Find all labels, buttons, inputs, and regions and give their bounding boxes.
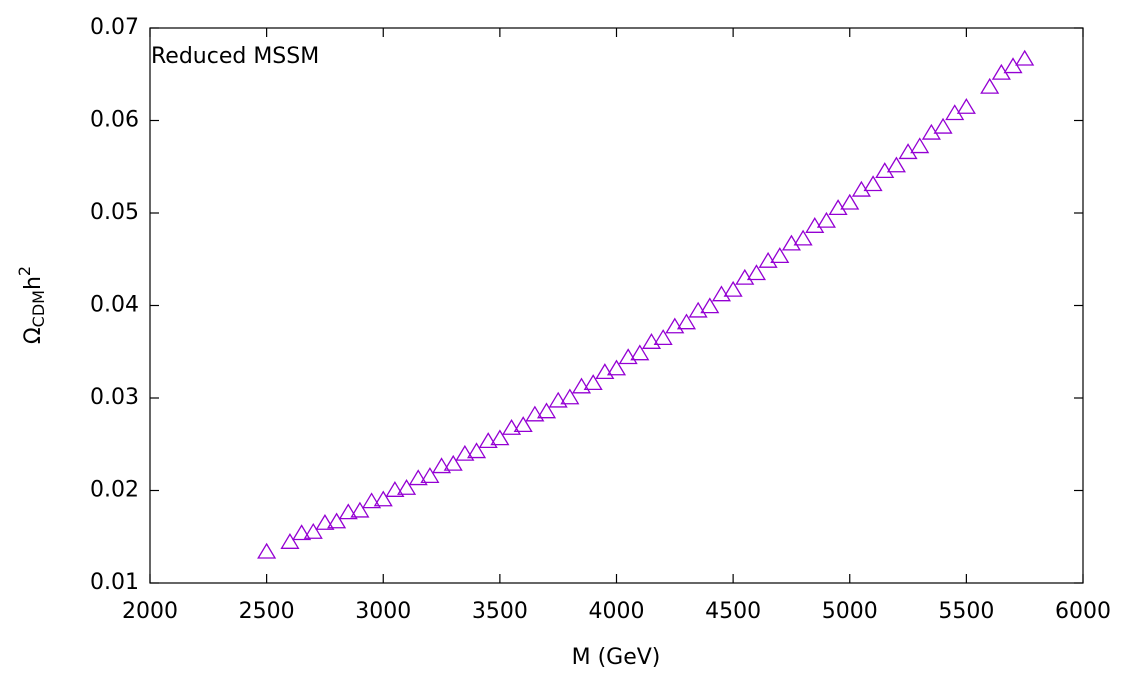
data-point (548, 391, 568, 408)
data-point (490, 429, 510, 446)
data-point (723, 280, 743, 297)
y-label-superscript: 2 (15, 266, 34, 276)
data-point (863, 175, 883, 192)
data-point (501, 418, 522, 435)
data-point (665, 317, 685, 334)
data-point (280, 533, 300, 549)
annotation: Reduced MSSM (151, 44, 319, 69)
data-point (898, 143, 918, 160)
data-point (362, 492, 382, 509)
data-point (525, 405, 545, 422)
y-label-symbol: Ω (21, 327, 46, 344)
y-label-base: h (21, 276, 46, 290)
data-point (641, 333, 662, 349)
data-point (828, 199, 848, 216)
data-point (443, 454, 463, 471)
data-point (606, 359, 627, 376)
y-tick-label: 0.03 (90, 385, 139, 410)
x-tick-label: 4500 (705, 599, 761, 624)
data-point (536, 402, 557, 419)
data-point (933, 117, 953, 134)
y-tick-label: 0.01 (90, 570, 139, 595)
x-tick-label: 6000 (1055, 599, 1111, 624)
y-tick-label: 0.04 (90, 293, 139, 318)
data-point (653, 329, 673, 345)
data-point (851, 180, 871, 197)
y-tick-label: 0.05 (90, 200, 139, 225)
data-point (758, 251, 778, 268)
data-point (373, 490, 393, 507)
data-point (327, 512, 347, 529)
x-tick-label: 2000 (122, 599, 178, 624)
data-point (630, 344, 650, 361)
data-point (921, 123, 941, 140)
data-point (1015, 49, 1035, 66)
data-point (513, 416, 533, 433)
data-point (257, 542, 277, 559)
data-point (805, 217, 825, 233)
data-point (956, 98, 976, 114)
data-point (770, 247, 790, 264)
data-point (875, 162, 895, 179)
data-point (700, 297, 720, 314)
data-point (840, 193, 860, 210)
y-tick-label: 0.06 (90, 108, 139, 133)
data-point (688, 301, 708, 318)
x-axis-label: M (GeV) (572, 645, 661, 670)
data-point (571, 377, 592, 394)
data-point (781, 234, 801, 251)
data-point (408, 469, 428, 486)
data-point (583, 374, 603, 391)
data-point (595, 363, 615, 380)
data-point (292, 524, 312, 541)
data-point (467, 442, 487, 459)
data-point (886, 156, 906, 173)
data-point (793, 229, 813, 246)
x-tick-label: 5500 (938, 599, 994, 624)
data-point (432, 457, 452, 474)
data-point (478, 432, 498, 449)
data-point (420, 467, 440, 483)
data-point (945, 104, 965, 121)
data-point (315, 513, 335, 530)
data-point (560, 388, 580, 405)
y-axis-label: ΩCDMh2 (15, 266, 48, 344)
data-point (735, 268, 755, 285)
data-point (910, 137, 930, 154)
data-point (303, 522, 323, 539)
y-tick-label: 0.02 (90, 478, 139, 503)
x-tick-label: 2500 (239, 599, 295, 624)
data-point (350, 501, 370, 518)
y-tick-label: 0.07 (90, 15, 139, 40)
data-point (338, 503, 358, 520)
x-tick-label: 3000 (355, 599, 411, 624)
x-tick-label: 3500 (472, 599, 528, 624)
plot-frame (149, 27, 1084, 584)
data-point (618, 348, 638, 365)
x-tick-label: 5000 (822, 599, 878, 624)
y-label-subscript: CDM (29, 290, 48, 327)
data-point (397, 479, 417, 495)
data-point (711, 285, 732, 302)
data-point (676, 313, 697, 330)
data-point (746, 264, 766, 281)
data-point (455, 444, 475, 461)
data-point (816, 211, 836, 228)
data-point (385, 481, 405, 497)
x-tick-label: 4000 (589, 599, 645, 624)
data-point (980, 77, 1000, 94)
